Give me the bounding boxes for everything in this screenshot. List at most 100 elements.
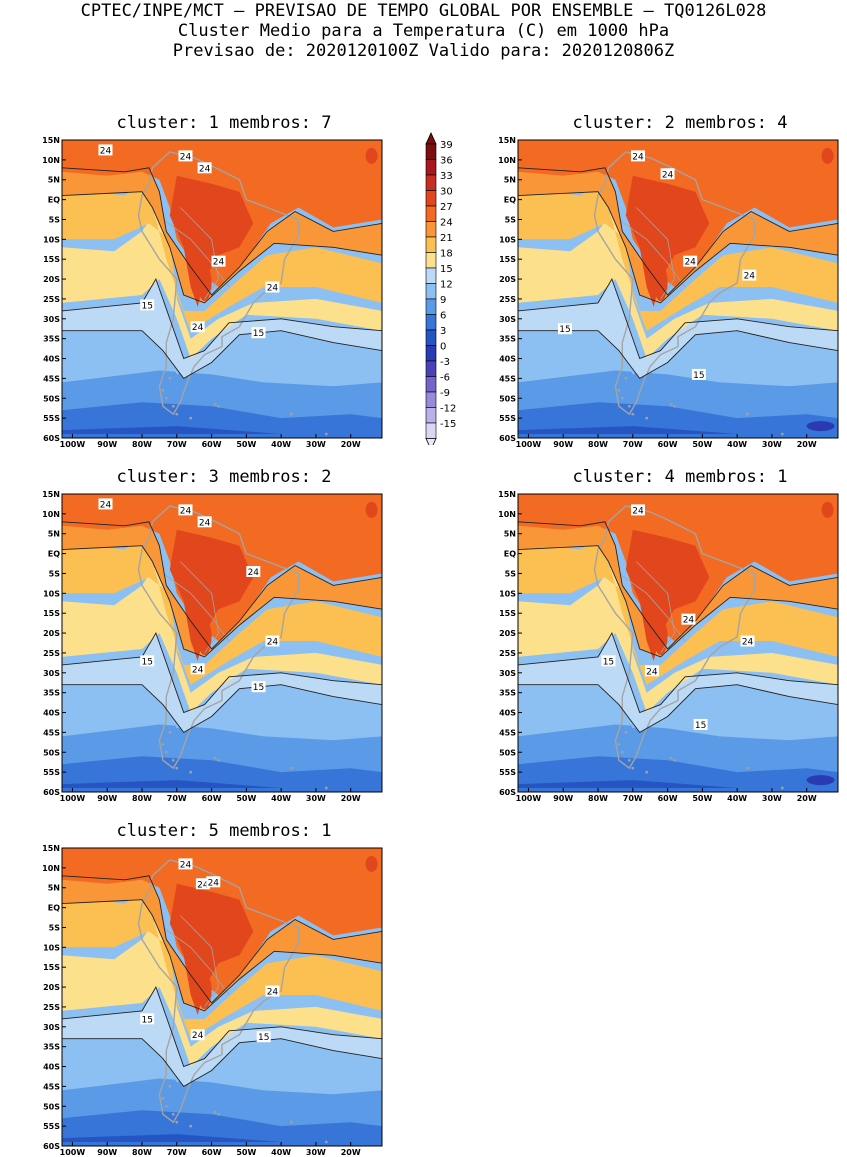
- contour-label-box: [98, 144, 113, 156]
- lon-label: 100W: [60, 1148, 86, 1157]
- contour-label: 15: [693, 371, 704, 381]
- lat-label: 5S: [49, 569, 61, 578]
- lon-label: 80W: [588, 794, 608, 803]
- band-12: [518, 334, 838, 383]
- lat-label: 5N: [48, 884, 60, 893]
- island: [168, 1085, 172, 1088]
- contour-label-box: [644, 665, 659, 677]
- contour-label-box: [683, 255, 698, 267]
- contour-label: 15: [603, 657, 614, 667]
- lat-label: 35S: [499, 689, 516, 698]
- colorbar-label: 21: [440, 233, 453, 244]
- lat-label: 5S: [505, 569, 517, 578]
- lon-label: 70W: [623, 440, 643, 449]
- contour-label: 24: [744, 272, 756, 282]
- lat-label: 10N: [42, 864, 60, 873]
- contour-label-box: [178, 858, 193, 870]
- lat-label: 30S: [499, 315, 516, 324]
- lon-label: 40W: [727, 794, 747, 803]
- contour-label-box: [265, 985, 280, 997]
- lat-label: 40S: [43, 355, 60, 364]
- contour-15: [62, 986, 382, 1087]
- lon-label: 70W: [167, 794, 187, 803]
- colorbar-swatch: [425, 174, 437, 191]
- island: [669, 402, 673, 406]
- lon-label: 60W: [202, 440, 222, 449]
- lat-label: 50S: [499, 748, 516, 757]
- colorbar-label: -6: [440, 373, 450, 384]
- panel-3-title: cluster: 3 membros: 2: [116, 467, 332, 487]
- lat-label: 5S: [505, 215, 517, 224]
- map-frame: [61, 139, 383, 439]
- contour-label: 24: [100, 146, 112, 156]
- island: [213, 1110, 217, 1114]
- figure-title-line-2: Cluster Medio para a Temperatura (C) em …: [177, 21, 670, 41]
- map-frame: [61, 493, 383, 793]
- island: [168, 731, 172, 734]
- band-21: [62, 891, 382, 1039]
- contour-label: 24: [180, 860, 192, 870]
- contour-label: 24: [192, 1031, 204, 1041]
- island: [161, 1096, 165, 1100]
- colorbar-label: 27: [440, 202, 453, 213]
- island: [746, 412, 749, 416]
- lat-label: 15N: [42, 844, 60, 853]
- lat-label: 30S: [43, 1023, 60, 1032]
- lat-label: EQ: [48, 196, 60, 205]
- contour-label-box: [631, 504, 645, 516]
- cold-spot: [806, 775, 835, 786]
- lat-label: 55S: [43, 768, 60, 777]
- lat-label: 50S: [43, 748, 60, 757]
- lat-label: 45S: [499, 728, 516, 737]
- lat-label: 10S: [43, 943, 60, 952]
- map-panel-2: 24 24 24 24 15 15 15N 10N 5N EQ 5S 10S 15S 20S 25S 30S 3…: [498, 136, 839, 449]
- island: [164, 396, 168, 400]
- lat-label: 25S: [499, 295, 516, 304]
- island: [213, 756, 217, 760]
- island: [324, 1140, 328, 1144]
- colorbar-swatch: [425, 314, 437, 331]
- colorbar-swatch: [425, 159, 437, 176]
- lat-label: 45S: [499, 374, 516, 383]
- island: [624, 377, 628, 380]
- lat-label: 10N: [498, 156, 516, 165]
- hot-spot-30: [197, 619, 212, 656]
- lat-label: 40S: [43, 709, 60, 718]
- lat-label: 5S: [49, 215, 61, 224]
- contour-label-box: [98, 498, 113, 510]
- hot-spot-atlantic: [821, 147, 834, 164]
- hot-spot-atlantic: [365, 147, 378, 164]
- lon-label: 90W: [97, 440, 117, 449]
- colorbar-swatch: [425, 221, 437, 238]
- island: [189, 770, 193, 774]
- colorbar-swatch: [425, 236, 437, 253]
- island: [617, 742, 621, 746]
- contour-label: 24: [646, 667, 658, 677]
- contour-label-box: [140, 1013, 155, 1025]
- lat-label: 55S: [499, 414, 516, 423]
- lon-label: 100W: [516, 440, 542, 449]
- island: [213, 402, 217, 406]
- lat-label: 25S: [43, 1003, 60, 1012]
- colorbar-swatch: [425, 329, 437, 346]
- lat-label: 15S: [499, 255, 516, 264]
- border-lines: [162, 927, 230, 996]
- band-18: [62, 565, 382, 713]
- contour-label: 24: [683, 616, 695, 626]
- colorbar-swatch: [425, 360, 437, 377]
- island: [645, 770, 649, 774]
- hot-spot-atlantic: [821, 501, 834, 518]
- lat-label: 35S: [43, 1043, 60, 1052]
- contour-label-box: [190, 1029, 205, 1041]
- contour-15: [62, 278, 382, 379]
- coastline: [137, 505, 300, 770]
- island: [171, 1112, 175, 1116]
- lon-label: 70W: [623, 794, 643, 803]
- lon-label: 30W: [306, 1148, 326, 1157]
- band-21: [518, 183, 838, 331]
- lon-label: 40W: [727, 440, 747, 449]
- coastline: [137, 859, 300, 1124]
- map-group: 24 24 24 24 24 24 15 15 15N 10N 5N EQ 5S 10S 15S 20S 25S…: [42, 490, 383, 803]
- lat-label: 5N: [504, 530, 516, 539]
- contour-label-box: [660, 168, 675, 180]
